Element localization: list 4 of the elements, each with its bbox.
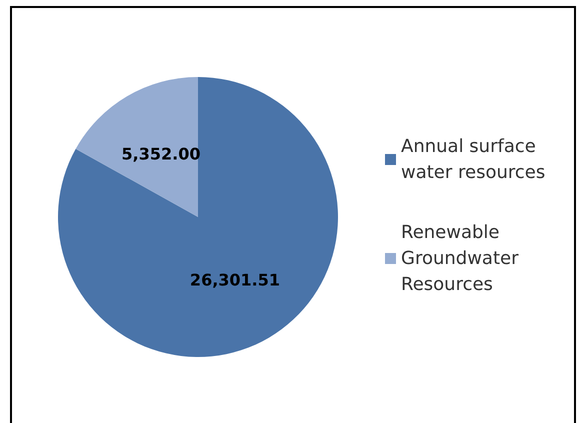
legend-label: Renewable Groundwater Resources — [401, 222, 524, 295]
data-label: 5,352.00 — [122, 144, 200, 164]
data-label: 26,301.51 — [190, 270, 280, 290]
legend-label: Annual surface water resources — [401, 136, 546, 183]
